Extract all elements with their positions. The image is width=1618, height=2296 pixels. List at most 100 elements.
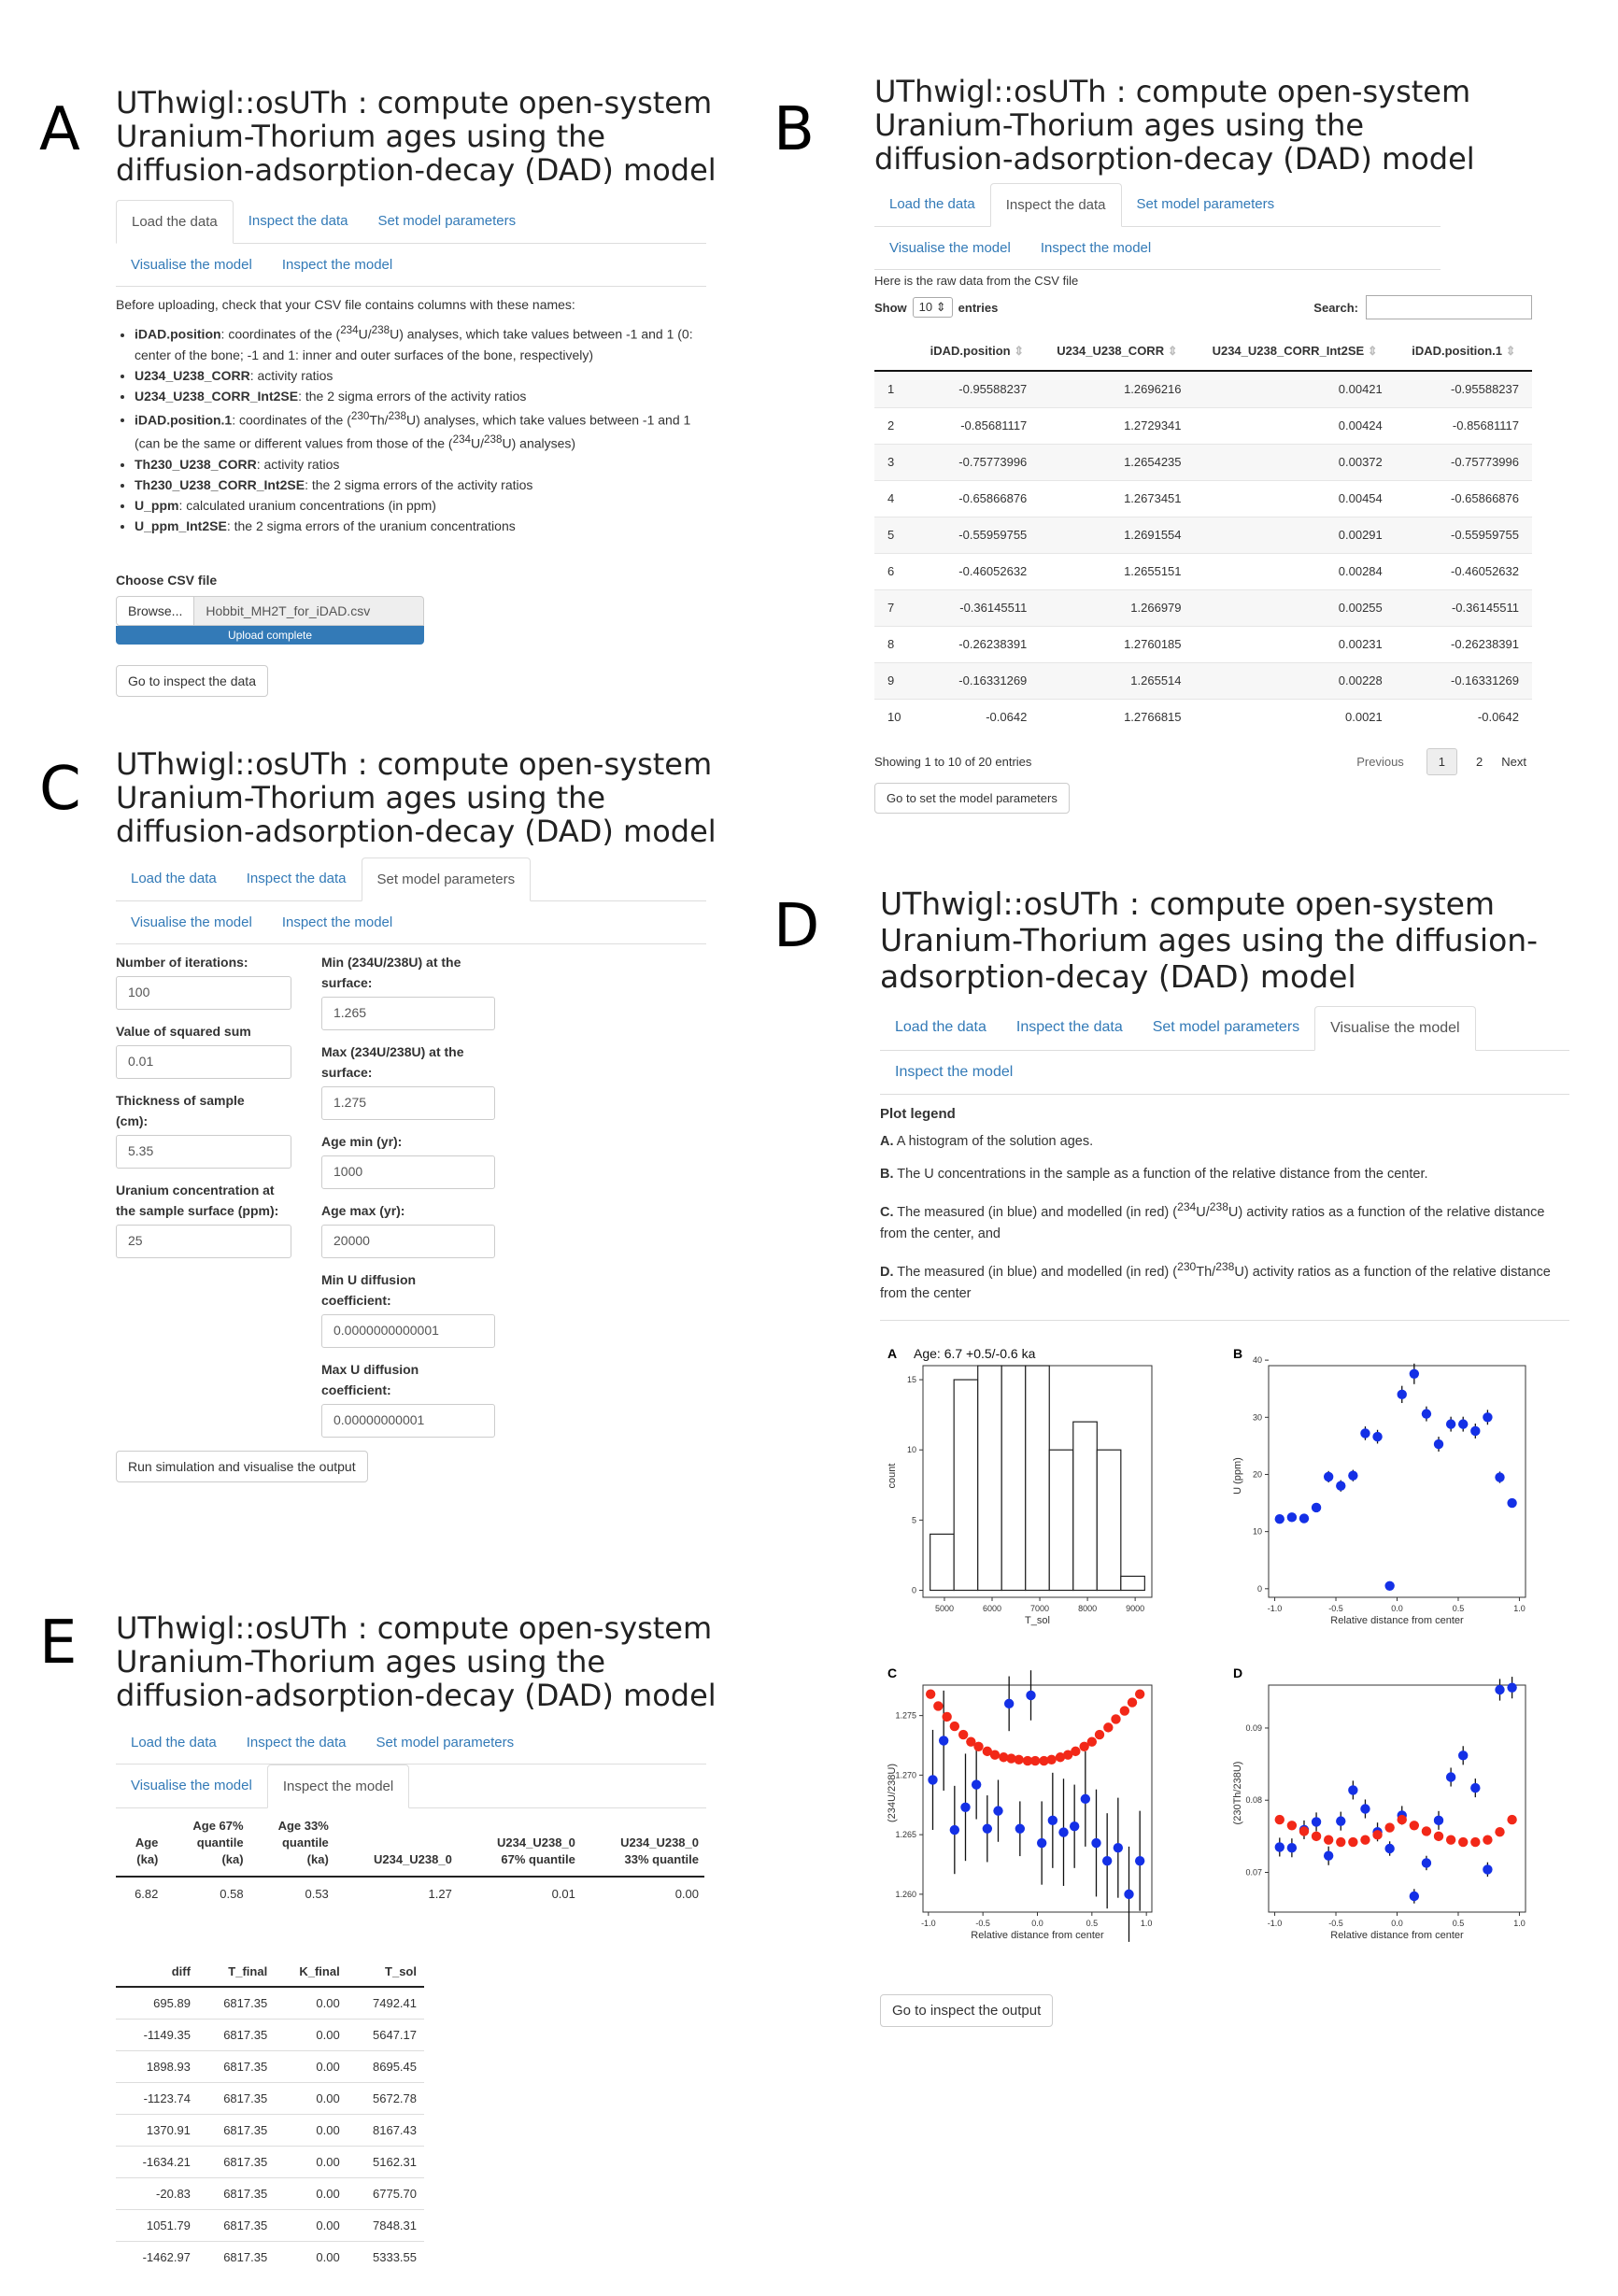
table-cell: -0.55959755 bbox=[914, 516, 1041, 553]
legend-item: B. The U concentrations in the sample as… bbox=[880, 1167, 1428, 1182]
data-point bbox=[1274, 1814, 1284, 1825]
tab-inspect-model[interactable]: Inspect the model bbox=[895, 1064, 1014, 1080]
table-cell: 1 bbox=[874, 370, 915, 407]
go-set-params-button[interactable]: Go to set the model parameters bbox=[874, 783, 1070, 814]
table-row: 695.89 6817.35 0.00 7492.41 bbox=[116, 1986, 424, 2019]
app-title-line: Uranium-Thorium ages using the bbox=[874, 107, 1365, 143]
run-simulation-button[interactable]: Run simulation and visualise the output bbox=[116, 1451, 368, 1482]
tab-visualise-model[interactable]: Visualise the model bbox=[889, 240, 1011, 256]
uranium-surface-input[interactable]: 25 bbox=[116, 1225, 291, 1258]
table-cell: 7848.31 bbox=[347, 2208, 424, 2241]
table-cell: 5333.55 bbox=[347, 2240, 424, 2273]
tab-inspect-data[interactable]: Inspect the data bbox=[248, 213, 348, 229]
histogram-bar bbox=[977, 1365, 1002, 1592]
data-point bbox=[1397, 1389, 1407, 1400]
table-cell: 1.2766815 bbox=[1040, 698, 1195, 735]
tab-inspect-data[interactable]: Inspect the data bbox=[1015, 1019, 1123, 1035]
table-cell: 0.00 bbox=[275, 2176, 348, 2209]
table-cell: -0.16331269 bbox=[914, 661, 1041, 699]
app-title: UThwigl::osUTh : compute open-system Ura… bbox=[116, 747, 717, 848]
output-plots: A Age: 6.7 +0.5/-0.6 ka 0 5 10 15 5000 6000 7000… bbox=[887, 1346, 1526, 1942]
data-point bbox=[1470, 1425, 1481, 1437]
tab-bar: Load the data Inspect the data Set model… bbox=[116, 200, 706, 287]
tab-load-data[interactable]: Load the data bbox=[131, 871, 217, 886]
tab-inspect-model[interactable]: Inspect the model bbox=[266, 1765, 410, 1808]
app-title-line: Uranium-Thorium ages using the bbox=[116, 119, 606, 154]
data-point bbox=[1433, 1439, 1444, 1450]
data-point bbox=[1384, 1580, 1395, 1591]
max-diffusion-input[interactable]: 0.00000000001 bbox=[321, 1404, 495, 1438]
tab-visualise-model[interactable]: Visualise the model bbox=[131, 914, 252, 930]
tab-load-data[interactable]: Load the data bbox=[889, 196, 975, 212]
next-button[interactable]: Next bbox=[1501, 755, 1526, 769]
list-item: Th230_U238_CORR_Int2SE: the 2 sigma erro… bbox=[135, 475, 706, 495]
tab-set-params[interactable]: Set model parameters bbox=[1152, 1019, 1300, 1035]
panel-b: UThwigl::osUTh : compute open-system Ura… bbox=[874, 75, 1532, 814]
tab-bar: Load the data Inspect the data Set model… bbox=[880, 1006, 1569, 1095]
tab-load-data[interactable]: Load the data bbox=[131, 1735, 217, 1750]
tab-visualise-model[interactable]: Visualise the model bbox=[131, 257, 252, 273]
y-axis-label: count bbox=[887, 1464, 898, 1489]
tab-inspect-model[interactable]: Inspect the model bbox=[1040, 240, 1152, 256]
max-ratio-input[interactable]: 1.275 bbox=[321, 1086, 495, 1120]
page-1-button[interactable]: 1 bbox=[1426, 748, 1458, 775]
table-cell: 0.00 bbox=[275, 2049, 348, 2082]
data-point bbox=[1046, 1754, 1057, 1765]
go-inspect-output-button[interactable]: Go to inspect the output bbox=[880, 1994, 1054, 2027]
field-label: Uranium concentration at the sample surf… bbox=[116, 1183, 279, 1218]
go-inspect-data-button[interactable]: Go to inspect the data bbox=[116, 664, 268, 697]
data-point bbox=[1103, 1722, 1114, 1733]
previous-button[interactable]: Previous bbox=[1356, 755, 1404, 769]
tab-inspect-data[interactable]: Inspect the data bbox=[246, 1735, 347, 1750]
data-point bbox=[1348, 1785, 1358, 1795]
data-point bbox=[1055, 1752, 1066, 1763]
column-list: iDAD.position: coordinates of the (234U/… bbox=[116, 320, 706, 536]
table-header-index bbox=[874, 333, 915, 372]
tab-inspect-data[interactable]: Inspect the data bbox=[246, 871, 347, 886]
table-header[interactable]: U234_U238_CORR ⇕ bbox=[1040, 333, 1195, 372]
page-2-button[interactable]: 2 bbox=[1476, 755, 1483, 769]
y-tick-label: 40 bbox=[1253, 1355, 1262, 1365]
app-title-line: UThwigl::osUTh : compute open-system bbox=[116, 1610, 713, 1646]
x-tick-label: 1.0 bbox=[1141, 1919, 1153, 1928]
tab-load-data[interactable]: Load the data bbox=[895, 1019, 986, 1035]
y-tick-label: 5 bbox=[912, 1515, 916, 1524]
tab-set-params[interactable]: Set model parameters bbox=[376, 1735, 515, 1750]
tab-visualise-model[interactable]: Visualise the model bbox=[1314, 1006, 1476, 1051]
y-tick-label: 0.07 bbox=[1245, 1868, 1262, 1878]
table-header[interactable]: iDAD.position.1 ⇕ bbox=[1395, 333, 1532, 372]
tab-set-params[interactable]: Set model parameters bbox=[1136, 196, 1275, 212]
iterations-input[interactable]: 100 bbox=[116, 976, 291, 1010]
min-diffusion-input[interactable]: 0.0000000000001 bbox=[321, 1314, 495, 1348]
age-min-input[interactable]: 1000 bbox=[321, 1155, 495, 1189]
table-info: Showing 1 to 10 of 20 entries bbox=[874, 755, 1032, 769]
data-point bbox=[1039, 1755, 1049, 1766]
table-header[interactable]: U234_U238_CORR_Int2SE ⇕ bbox=[1194, 333, 1396, 372]
entries-label: entries bbox=[958, 300, 999, 315]
table-row: 5 -0.55959755 1.2691554 0.00291 -0.55959755 bbox=[874, 516, 1532, 553]
tab-inspect-model[interactable]: Inspect the model bbox=[281, 257, 393, 273]
x-tick-label: 0.0 bbox=[1031, 1919, 1043, 1928]
x-tick-label: -0.5 bbox=[1328, 1919, 1343, 1928]
tab-inspect-data[interactable]: Inspect the data bbox=[989, 183, 1122, 227]
tab-set-params[interactable]: Set model parameters bbox=[377, 213, 517, 229]
min-ratio-input[interactable]: 1.265 bbox=[321, 997, 495, 1030]
x-tick-label: 7000 bbox=[1030, 1604, 1049, 1613]
entries-select[interactable]: 10 ⇕ bbox=[912, 297, 953, 318]
tab-visualise-model[interactable]: Visualise the model bbox=[131, 1778, 252, 1793]
x-tick-label: 0.0 bbox=[1391, 1604, 1403, 1613]
age-max-input[interactable]: 20000 bbox=[321, 1225, 495, 1258]
search-input[interactable] bbox=[1366, 295, 1532, 319]
tab-set-params[interactable]: Set model parameters bbox=[361, 857, 532, 901]
table-cell: 8695.45 bbox=[347, 2049, 424, 2082]
y-axis-label: (230Th/238U) bbox=[1232, 1762, 1243, 1825]
tab-load-data[interactable]: Load the data bbox=[116, 200, 234, 244]
table-row: -1123.74 6817.35 0.00 5672.78 bbox=[116, 2081, 424, 2114]
table-header[interactable]: iDAD.position ⇕ bbox=[914, 333, 1041, 372]
squared-sum-input[interactable]: 0.01 bbox=[116, 1045, 291, 1079]
table-cell: 6817.35 bbox=[197, 1986, 276, 2019]
tab-inspect-model[interactable]: Inspect the model bbox=[281, 914, 393, 930]
thickness-input[interactable]: 5.35 bbox=[116, 1135, 291, 1169]
browse-button[interactable]: Browse... bbox=[116, 595, 195, 626]
y-axis-label: (234U/238U) bbox=[887, 1764, 898, 1822]
